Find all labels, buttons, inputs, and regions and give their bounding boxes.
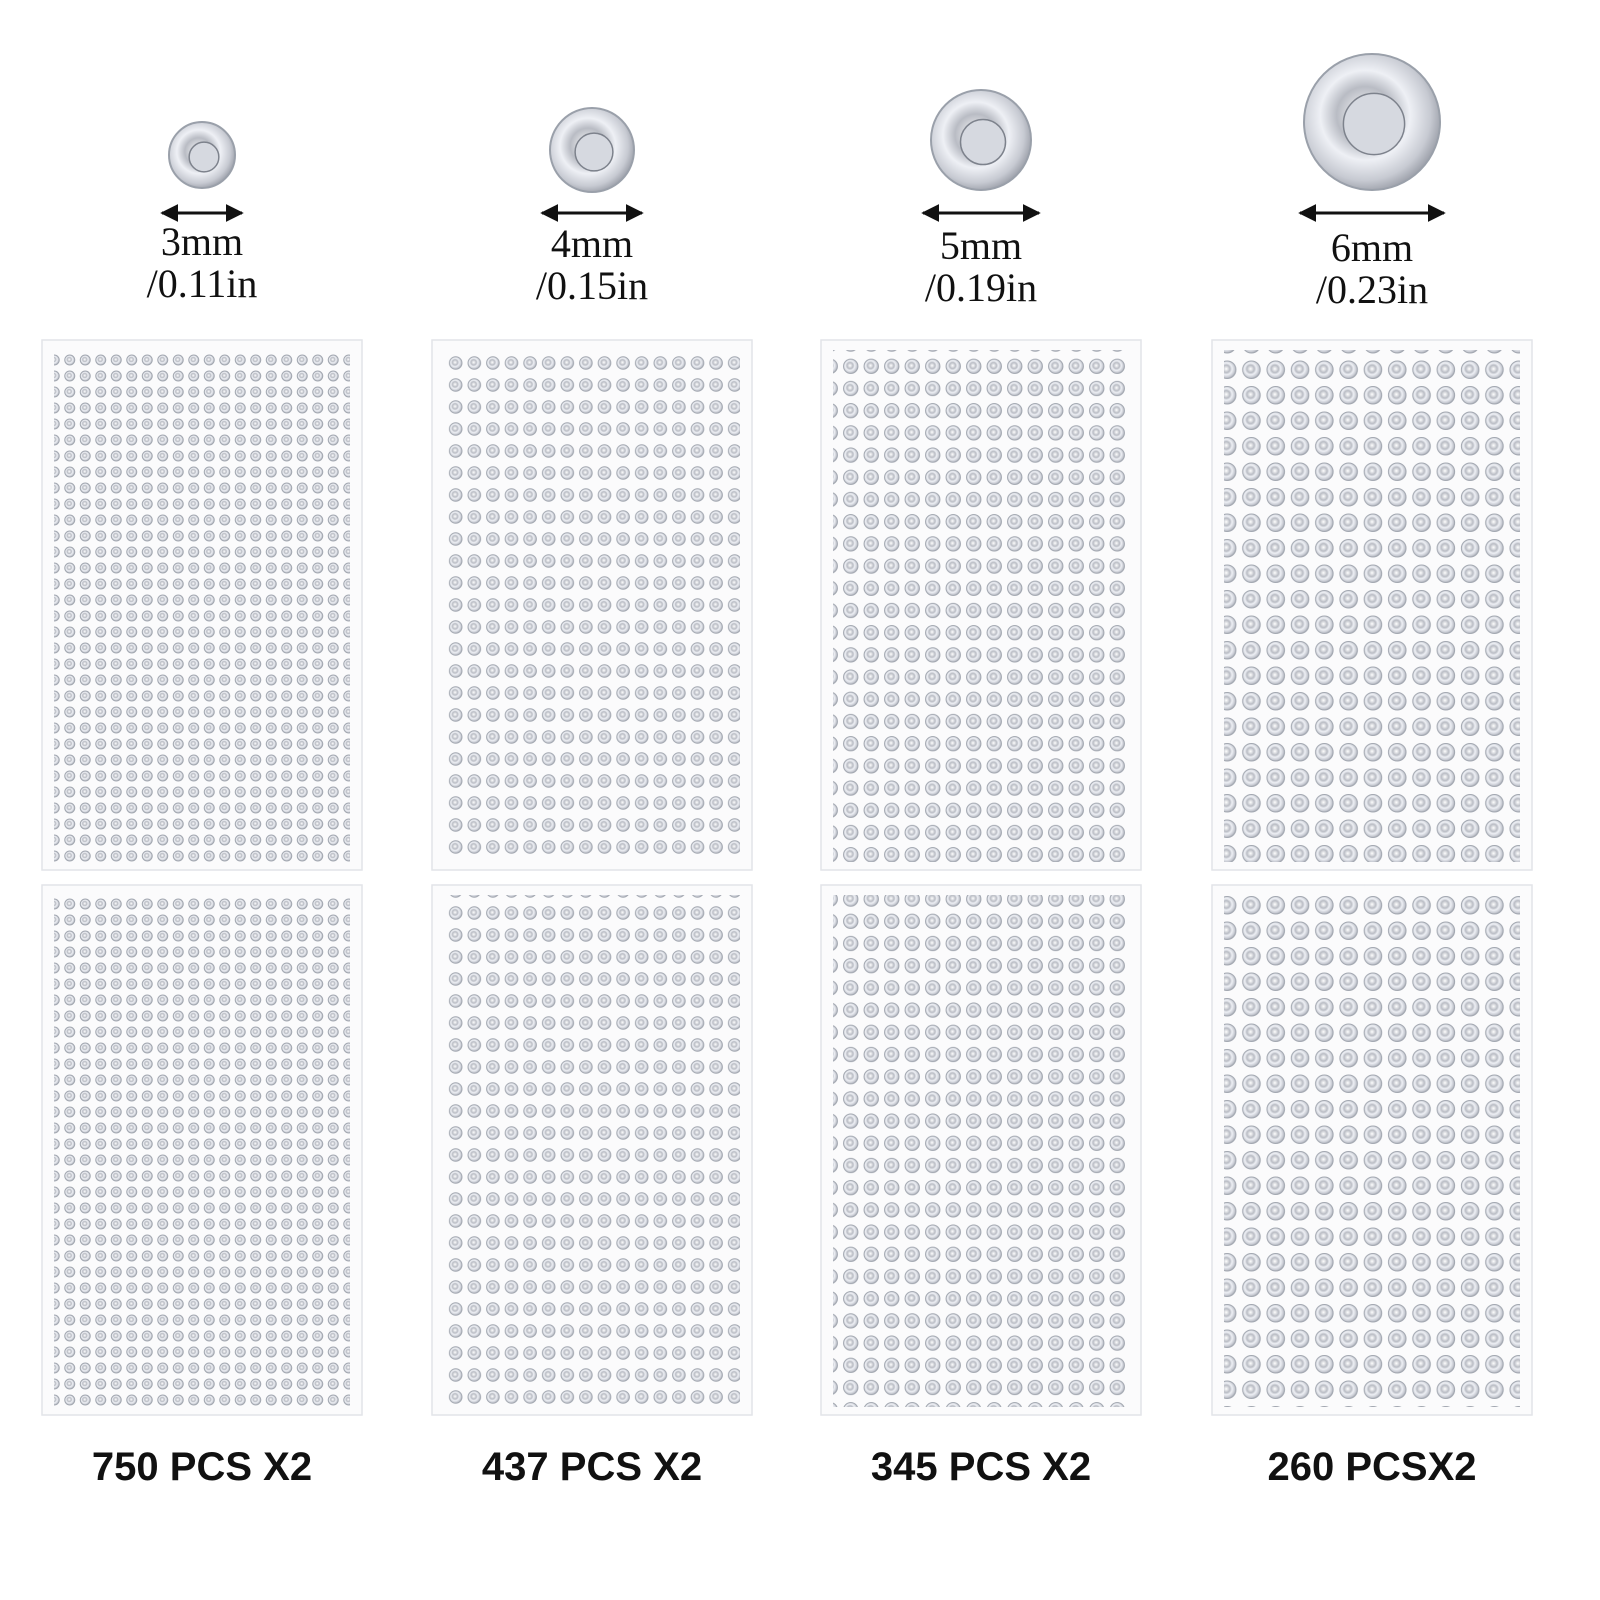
rhinestone-grid xyxy=(1224,350,1520,862)
size-mm: 6mm xyxy=(1331,225,1413,270)
size-mm: 4mm xyxy=(551,221,633,266)
size-mm: 3mm xyxy=(161,219,243,264)
rhinestone-grid xyxy=(54,350,350,862)
size-inch: /0.11in xyxy=(147,261,258,306)
size-inch: /0.23in xyxy=(1316,267,1428,312)
gem-table xyxy=(1342,92,1406,156)
gem-table xyxy=(188,141,220,173)
rhinestone-grid xyxy=(444,895,740,1407)
size-inch: /0.15in xyxy=(536,263,648,308)
piece-count: 437 PCS X2 xyxy=(482,1445,702,1489)
piece-count: 345 PCS X2 xyxy=(871,1445,1091,1489)
piece-count: 750 PCS X2 xyxy=(92,1445,312,1489)
rhinestone-grid xyxy=(833,350,1129,862)
rhinestone-grid xyxy=(444,350,740,862)
size-inch: /0.19in xyxy=(925,265,1037,310)
rhinestone-grid xyxy=(54,895,350,1407)
gem-table xyxy=(959,118,1007,166)
rhinestone-grid xyxy=(833,895,1129,1407)
rhinestone-grid xyxy=(1224,895,1520,1407)
size-mm: 5mm xyxy=(940,223,1022,268)
gem-table xyxy=(574,132,614,172)
piece-count: 260 PCSX2 xyxy=(1267,1445,1476,1489)
